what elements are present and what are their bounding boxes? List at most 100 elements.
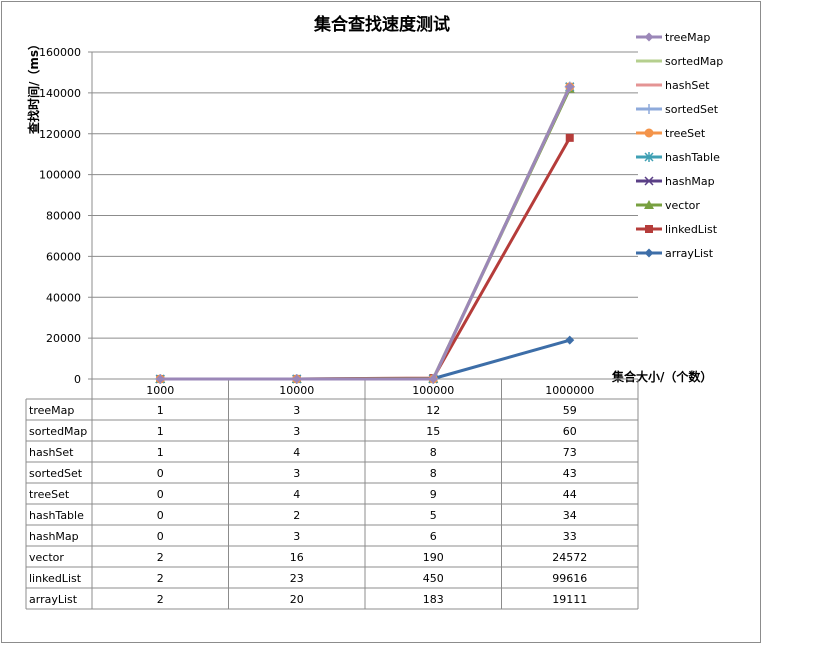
table-cell-value: 16: [290, 551, 304, 564]
table-cell-value: 3: [293, 530, 300, 543]
series-line-treeSet: [160, 86, 572, 381]
data-point-treeMap: [565, 82, 575, 92]
series-line-arrayList: [160, 338, 571, 381]
table-cell-value: 59: [563, 404, 577, 417]
table-cell-value: 0: [157, 509, 164, 522]
table-cell-value: 8: [430, 467, 437, 480]
table-cell-value: 2: [157, 593, 164, 606]
table-cell-value: 450: [423, 572, 444, 585]
legend-entry-arrayList: arrayList: [665, 247, 714, 260]
table-cell-value: 2: [293, 509, 300, 522]
data-point-arrayList: [565, 335, 575, 345]
series-line-linkedList: [160, 137, 572, 381]
table-cell-value: 23: [290, 572, 304, 585]
series-line-hashSet: [160, 86, 572, 381]
legend-entry-vector: vector: [665, 199, 700, 212]
y-tick-label: 80000: [46, 210, 81, 223]
series-line-sortedMap: [160, 86, 572, 381]
x-tick-label: 1000000: [545, 384, 594, 397]
y-tick-label: 120000: [39, 128, 81, 141]
legend-marker-hashMap: [644, 176, 654, 186]
table-cell-value: 24572: [552, 551, 587, 564]
legend-entry-hashSet: hashSet: [665, 79, 710, 92]
table-cell-value: 44: [563, 488, 577, 501]
table-cell-value: 99616: [552, 572, 587, 585]
table-series-name: hashTable: [29, 509, 84, 522]
table-cell-value: 4: [293, 446, 300, 459]
table-cell-value: 19111: [552, 593, 587, 606]
series-line-sortedSet: [160, 86, 572, 381]
x-tick-label: 10000: [279, 384, 314, 397]
table-series-name: vector: [29, 551, 64, 564]
legend-entry-treeSet: treeSet: [665, 127, 706, 140]
table-cell-value: 183: [423, 593, 444, 606]
series-line-hashTable: [160, 86, 572, 381]
table-cell-value: 1: [157, 404, 164, 417]
legend-entry-treeMap: treeMap: [665, 31, 710, 44]
table-series-name: arrayList: [29, 593, 78, 606]
y-tick-label: 40000: [46, 291, 81, 304]
table-series-name: treeMap: [29, 404, 74, 417]
legend-entry-linkedList: linkedList: [665, 223, 718, 236]
table-cell-value: 2: [157, 572, 164, 585]
table-cell-value: 1: [157, 446, 164, 459]
table-cell-value: 3: [293, 425, 300, 438]
table-series-name: sortedSet: [29, 467, 83, 480]
table-cell-value: 9: [430, 488, 437, 501]
table-series-name: hashMap: [29, 530, 79, 543]
legend-entry-hashTable: hashTable: [665, 151, 720, 164]
x-tick-label: 100000: [412, 384, 454, 397]
legend-marker-treeSet: [644, 128, 654, 138]
legend-entry-sortedSet: sortedSet: [665, 103, 719, 116]
y-tick-label: 20000: [46, 332, 81, 345]
data-point-linkedList: [565, 133, 574, 142]
legend-marker-hashTable: [644, 152, 654, 162]
table-cell-value: 73: [563, 446, 577, 459]
y-tick-label: 100000: [39, 169, 81, 182]
table-cell-value: 34: [563, 509, 577, 522]
table-cell-value: 2: [157, 551, 164, 564]
table-cell-value: 4: [293, 488, 300, 501]
table-series-name: treeSet: [29, 488, 70, 501]
series-line-treeMap: [160, 86, 572, 381]
chart-frame: [1, 1, 761, 643]
series-line-vector: [160, 88, 572, 381]
legend-entry-hashMap: hashMap: [665, 175, 715, 188]
table-cell-value: 8: [430, 446, 437, 459]
table-series-name: linkedList: [29, 572, 82, 585]
table-cell-value: 33: [563, 530, 577, 543]
data-point-treeMap: [292, 374, 302, 384]
table-cell-value: 1: [157, 425, 164, 438]
table-cell-value: 0: [157, 488, 164, 501]
table-cell-value: 20: [290, 593, 304, 606]
legend-marker-treeMap: [644, 32, 654, 42]
x-axis-label: 集合大小/（个数）: [611, 369, 712, 384]
table-series-name: sortedMap: [29, 425, 87, 438]
table-cell-value: 0: [157, 530, 164, 543]
table-cell-value: 15: [426, 425, 440, 438]
table-cell-value: 3: [293, 467, 300, 480]
chart-title: 集合查找速度测试: [313, 14, 450, 35]
y-tick-label: 140000: [39, 87, 81, 100]
y-tick-label: 0: [74, 373, 81, 386]
table-cell-value: 0: [157, 467, 164, 480]
data-point-treeMap: [155, 374, 165, 384]
y-tick-label: 60000: [46, 250, 81, 263]
table-cell-value: 190: [423, 551, 444, 564]
legend-entry-sortedMap: sortedMap: [665, 55, 723, 68]
table-cell-value: 5: [430, 509, 437, 522]
y-tick-label: 160000: [39, 46, 81, 59]
legend-marker-linkedList: [645, 225, 653, 233]
table-cell-value: 43: [563, 467, 577, 480]
table-cell-value: 6: [430, 530, 437, 543]
table-cell-value: 3: [293, 404, 300, 417]
series-line-hashMap: [160, 86, 572, 381]
legend-marker-arrayList: [644, 248, 654, 258]
data-point-treeMap: [428, 374, 438, 384]
y-axis-label: 查找时间/（ms）: [26, 38, 41, 135]
legend-marker-vector: [644, 200, 654, 209]
table-series-name: hashSet: [29, 446, 74, 459]
legend-marker-sortedSet: [644, 104, 654, 114]
table-cell-value: 60: [563, 425, 577, 438]
